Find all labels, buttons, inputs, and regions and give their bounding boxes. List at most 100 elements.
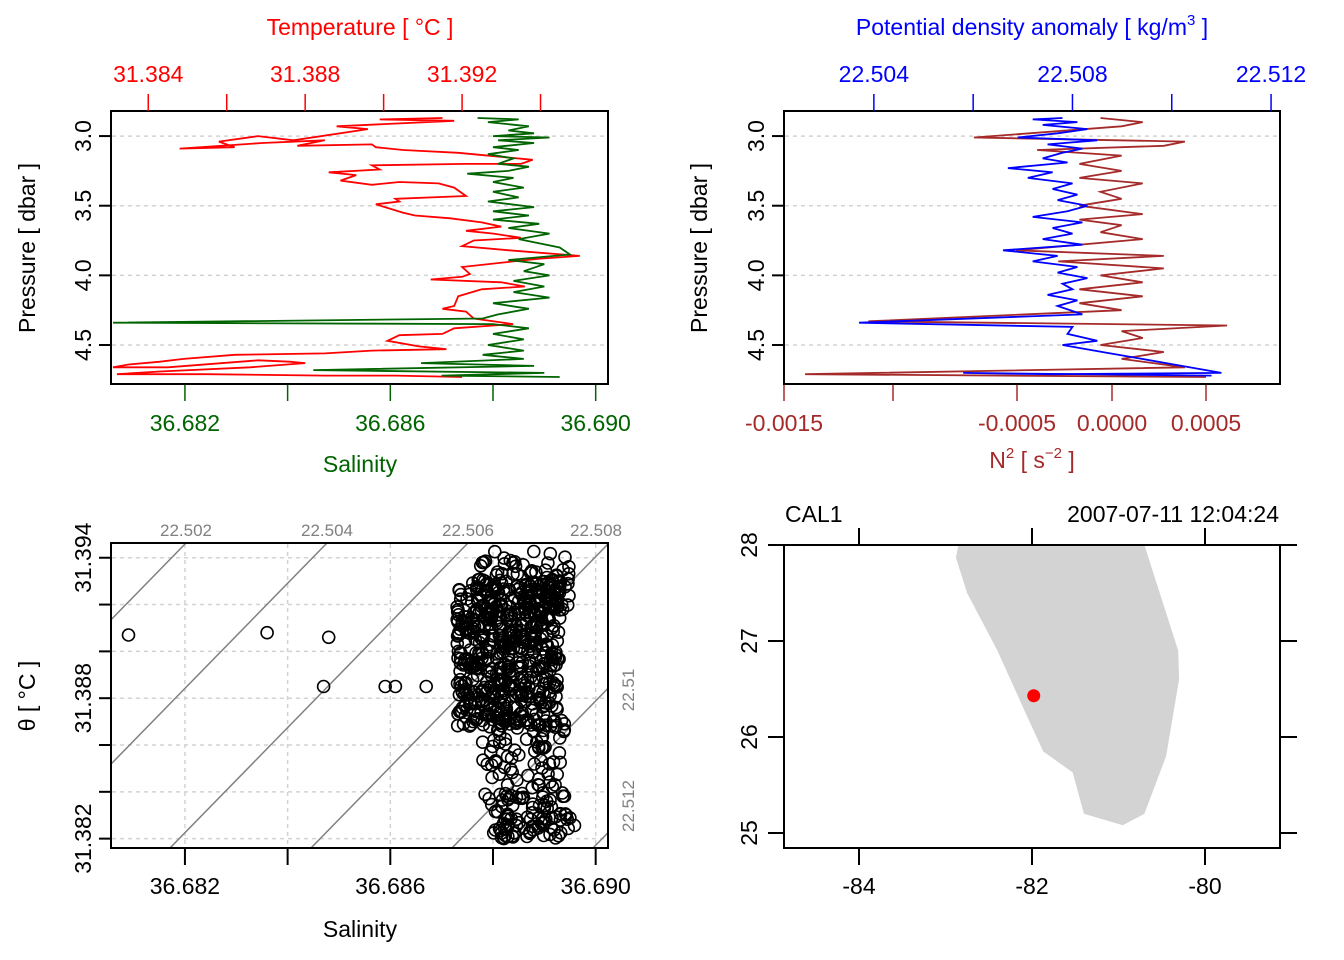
ts-point bbox=[478, 787, 492, 802]
ts-point bbox=[522, 690, 537, 704]
ts-point bbox=[419, 679, 434, 694]
ts-point bbox=[549, 689, 563, 704]
station-timestamp: 2007-07-11 12:04:24 bbox=[1067, 501, 1279, 527]
ts-point bbox=[507, 825, 522, 840]
ts-point bbox=[550, 651, 565, 666]
ts-point bbox=[527, 757, 542, 771]
density-title-text: Potential density anomaly [ kg/m bbox=[856, 14, 1187, 40]
isopycnal-label: 22.512 bbox=[619, 780, 638, 832]
ts-point bbox=[538, 739, 552, 754]
n2-label-unit-sup: −2 bbox=[1045, 445, 1062, 462]
station-map-panel: -84 -82 -80 25 26 27 28 CAL1 2007-07-11 12:04:… bbox=[736, 501, 1297, 899]
ts-point bbox=[509, 790, 524, 805]
ts-point bbox=[498, 828, 513, 843]
ts-point bbox=[516, 790, 531, 805]
ts-point bbox=[520, 673, 535, 687]
density-profile-line bbox=[858, 117, 1222, 377]
ts-point bbox=[452, 687, 467, 702]
ts-point bbox=[553, 807, 568, 821]
n2-axis: -0.0015 -0.0005 0.0000 0.0005 bbox=[745, 385, 1241, 436]
ts-point bbox=[490, 582, 505, 597]
density-n2-panel: Potential density anomaly [ kg/m3 ] 22.5… bbox=[686, 12, 1306, 473]
ts-point bbox=[471, 655, 485, 669]
y-tick-label: 4.5 bbox=[70, 329, 96, 361]
x-tick-label: 36.690 bbox=[560, 873, 630, 899]
ts-point bbox=[553, 825, 568, 840]
ts-point bbox=[486, 604, 500, 619]
ts-point bbox=[540, 801, 555, 816]
ts-point bbox=[482, 612, 497, 627]
ts-point bbox=[453, 704, 467, 719]
lat-tick-label: 26 bbox=[736, 724, 762, 750]
ts-point bbox=[503, 762, 518, 776]
n2-tick-label: -0.0015 bbox=[745, 410, 823, 436]
ts-point bbox=[459, 675, 473, 690]
ts-point bbox=[501, 655, 516, 670]
ts-point bbox=[546, 755, 561, 769]
ts-point bbox=[500, 789, 514, 803]
ts-point bbox=[543, 827, 557, 842]
ts-point bbox=[473, 558, 488, 573]
isopycnal-line bbox=[111, 543, 187, 621]
n2-line bbox=[805, 117, 1228, 378]
ts-point bbox=[492, 735, 507, 750]
ts-point bbox=[485, 770, 499, 785]
lon-tick-label: -80 bbox=[1188, 873, 1221, 899]
ts-point bbox=[543, 652, 558, 667]
ts-point bbox=[529, 707, 543, 722]
ts-point bbox=[467, 685, 482, 700]
ts-point bbox=[488, 755, 503, 770]
n2-label-n: N bbox=[989, 447, 1006, 473]
ts-point bbox=[552, 586, 567, 600]
ts-point bbox=[542, 580, 556, 595]
ts-point bbox=[475, 651, 489, 666]
ts-point bbox=[558, 550, 572, 565]
salinity-axis: 36.682 36.686 36.690 bbox=[150, 385, 631, 436]
ts-point bbox=[453, 592, 468, 607]
ts-point bbox=[558, 807, 573, 821]
ts-point bbox=[562, 588, 576, 603]
ts-point bbox=[543, 546, 558, 561]
ts-point bbox=[529, 639, 544, 653]
ts-point bbox=[260, 625, 274, 640]
ts-point bbox=[502, 677, 517, 692]
ts-point bbox=[513, 707, 527, 722]
ts-point bbox=[532, 693, 547, 708]
isopycnal-line bbox=[168, 543, 469, 848]
ts-point bbox=[557, 789, 572, 804]
ts-point bbox=[378, 679, 393, 694]
ts-point bbox=[531, 739, 546, 754]
isopycnal-line bbox=[632, 543, 1032, 952]
ts-point bbox=[493, 690, 508, 704]
ts-point bbox=[561, 821, 576, 836]
ts-point bbox=[465, 616, 480, 630]
ts-point bbox=[490, 722, 505, 737]
ts-point bbox=[503, 711, 518, 725]
map-axes: -84 -82 -80 25 26 27 28 bbox=[736, 528, 1297, 899]
y-tick-label: 3.0 bbox=[70, 120, 96, 152]
salinity-tick-label: 36.682 bbox=[150, 410, 220, 436]
pressure-gridlines bbox=[785, 135, 1279, 346]
ts-point bbox=[552, 731, 567, 745]
y-tick-label: 3.5 bbox=[743, 190, 769, 222]
n2-label-sup: 2 bbox=[1006, 445, 1014, 462]
salinity-profile-line bbox=[113, 117, 573, 378]
lat-tick-label: 28 bbox=[736, 532, 762, 558]
ts-point bbox=[512, 714, 527, 728]
ts-point bbox=[524, 703, 539, 718]
station-marker bbox=[1027, 689, 1041, 703]
ts-point bbox=[492, 767, 507, 782]
ts-point bbox=[524, 563, 539, 578]
ts-point bbox=[500, 809, 515, 824]
florida-landmass bbox=[955, 545, 1180, 826]
ts-point bbox=[506, 625, 521, 640]
ts-point bbox=[512, 602, 527, 616]
ts-point bbox=[506, 567, 520, 581]
ts-point bbox=[466, 654, 480, 669]
density-tick-label: 22.504 bbox=[839, 61, 910, 87]
ts-point bbox=[503, 553, 518, 568]
ts-point bbox=[475, 646, 490, 661]
density-title-sup: 3 bbox=[1187, 12, 1195, 29]
x-tick-label: 36.682 bbox=[150, 873, 220, 899]
ts-point bbox=[388, 679, 403, 694]
